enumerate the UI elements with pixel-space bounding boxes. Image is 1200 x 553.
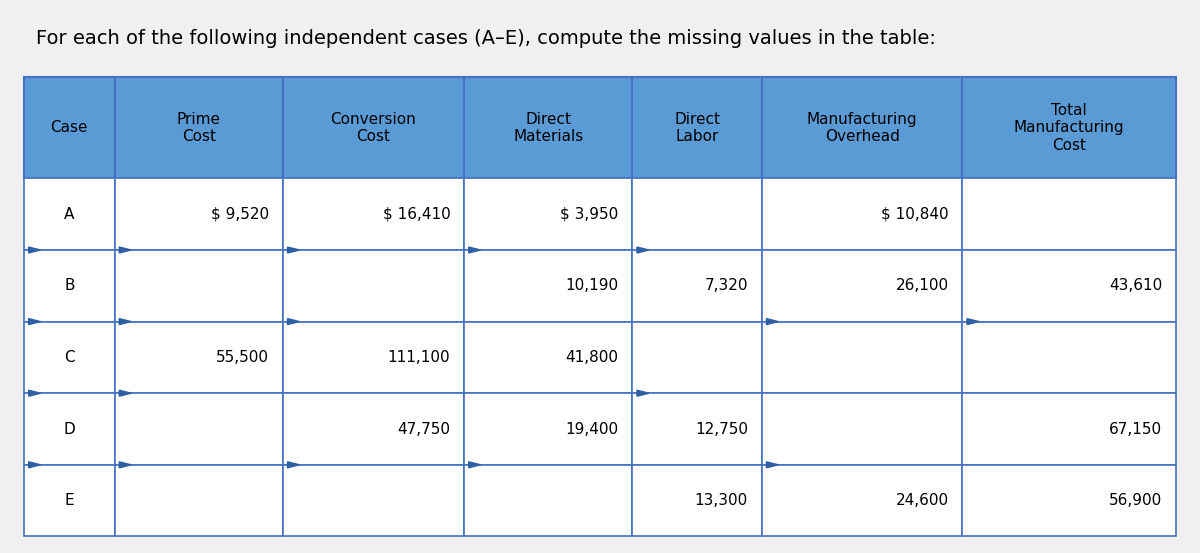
Bar <box>632 465 762 536</box>
Text: D: D <box>64 421 76 436</box>
Text: 19,400: 19,400 <box>565 421 618 436</box>
Bar <box>24 77 115 179</box>
Bar <box>115 179 283 250</box>
Bar <box>762 393 962 465</box>
Text: 47,750: 47,750 <box>397 421 450 436</box>
Bar <box>632 77 762 179</box>
Bar <box>115 465 283 536</box>
Polygon shape <box>29 319 41 325</box>
Text: E: E <box>65 493 74 508</box>
Text: $ 3,950: $ 3,950 <box>560 207 618 222</box>
Bar <box>962 179 1176 250</box>
Text: Direct
Materials: Direct Materials <box>514 112 583 144</box>
Text: 41,800: 41,800 <box>565 350 618 365</box>
Text: 43,610: 43,610 <box>1109 278 1162 293</box>
Polygon shape <box>29 247 41 253</box>
Bar <box>115 322 283 393</box>
Bar <box>962 77 1176 179</box>
Text: Total
Manufacturing
Cost: Total Manufacturing Cost <box>1014 103 1124 153</box>
Bar <box>115 250 283 322</box>
Bar <box>762 465 962 536</box>
Polygon shape <box>767 462 779 468</box>
Text: 55,500: 55,500 <box>216 350 269 365</box>
Bar <box>762 77 962 179</box>
Text: 56,900: 56,900 <box>1109 493 1162 508</box>
Bar <box>115 393 283 465</box>
Text: Conversion
Cost: Conversion Cost <box>331 112 416 144</box>
Bar <box>283 179 464 250</box>
Text: $ 9,520: $ 9,520 <box>211 207 269 222</box>
Bar <box>283 250 464 322</box>
Bar <box>464 393 632 465</box>
Text: 111,100: 111,100 <box>388 350 450 365</box>
Text: 67,150: 67,150 <box>1109 421 1162 436</box>
Polygon shape <box>469 462 481 468</box>
Text: For each of the following independent cases (A–E), compute the missing values in: For each of the following independent ca… <box>36 29 935 48</box>
Text: $ 10,840: $ 10,840 <box>881 207 949 222</box>
Bar <box>24 250 115 322</box>
Polygon shape <box>967 319 979 325</box>
Bar <box>762 322 962 393</box>
Bar <box>464 77 632 179</box>
Text: C: C <box>64 350 74 365</box>
Bar <box>24 179 115 250</box>
Bar <box>464 465 632 536</box>
Text: 10,190: 10,190 <box>565 278 618 293</box>
Bar <box>24 322 115 393</box>
Polygon shape <box>637 390 649 396</box>
Text: Prime
Cost: Prime Cost <box>176 112 221 144</box>
Bar <box>762 250 962 322</box>
Polygon shape <box>637 247 649 253</box>
Bar <box>962 393 1176 465</box>
Bar <box>464 250 632 322</box>
Bar <box>962 465 1176 536</box>
Polygon shape <box>767 319 779 325</box>
Bar <box>24 465 115 536</box>
Text: Case: Case <box>50 121 88 135</box>
Bar <box>962 322 1176 393</box>
Text: 7,320: 7,320 <box>704 278 748 293</box>
Bar <box>632 179 762 250</box>
Bar <box>632 322 762 393</box>
Text: $ 16,410: $ 16,410 <box>383 207 450 222</box>
Polygon shape <box>288 462 300 468</box>
Bar <box>632 250 762 322</box>
Text: 26,100: 26,100 <box>895 278 949 293</box>
Bar <box>283 465 464 536</box>
Polygon shape <box>119 390 131 396</box>
Text: Manufacturing
Overhead: Manufacturing Overhead <box>806 112 918 144</box>
Polygon shape <box>469 247 481 253</box>
Polygon shape <box>119 247 131 253</box>
Polygon shape <box>288 247 300 253</box>
Bar <box>24 393 115 465</box>
Bar <box>115 77 283 179</box>
Text: Direct
Labor: Direct Labor <box>674 112 720 144</box>
Bar <box>283 77 464 179</box>
Bar <box>464 179 632 250</box>
Bar <box>962 250 1176 322</box>
Bar <box>632 393 762 465</box>
Polygon shape <box>29 462 41 468</box>
Text: 13,300: 13,300 <box>695 493 748 508</box>
Text: A: A <box>64 207 74 222</box>
Polygon shape <box>119 462 131 468</box>
Polygon shape <box>119 319 131 325</box>
Text: B: B <box>64 278 74 293</box>
Bar <box>464 322 632 393</box>
Bar <box>283 393 464 465</box>
Bar <box>283 322 464 393</box>
Polygon shape <box>288 319 300 325</box>
Text: 12,750: 12,750 <box>695 421 748 436</box>
Text: 24,600: 24,600 <box>895 493 949 508</box>
Bar <box>762 179 962 250</box>
Polygon shape <box>29 390 41 396</box>
